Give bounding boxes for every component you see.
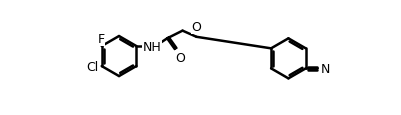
- Text: N: N: [320, 62, 330, 75]
- Text: F: F: [97, 33, 104, 46]
- Text: O: O: [175, 51, 185, 64]
- Text: O: O: [191, 21, 201, 34]
- Text: NH: NH: [142, 40, 161, 53]
- Text: Cl: Cl: [86, 60, 98, 73]
